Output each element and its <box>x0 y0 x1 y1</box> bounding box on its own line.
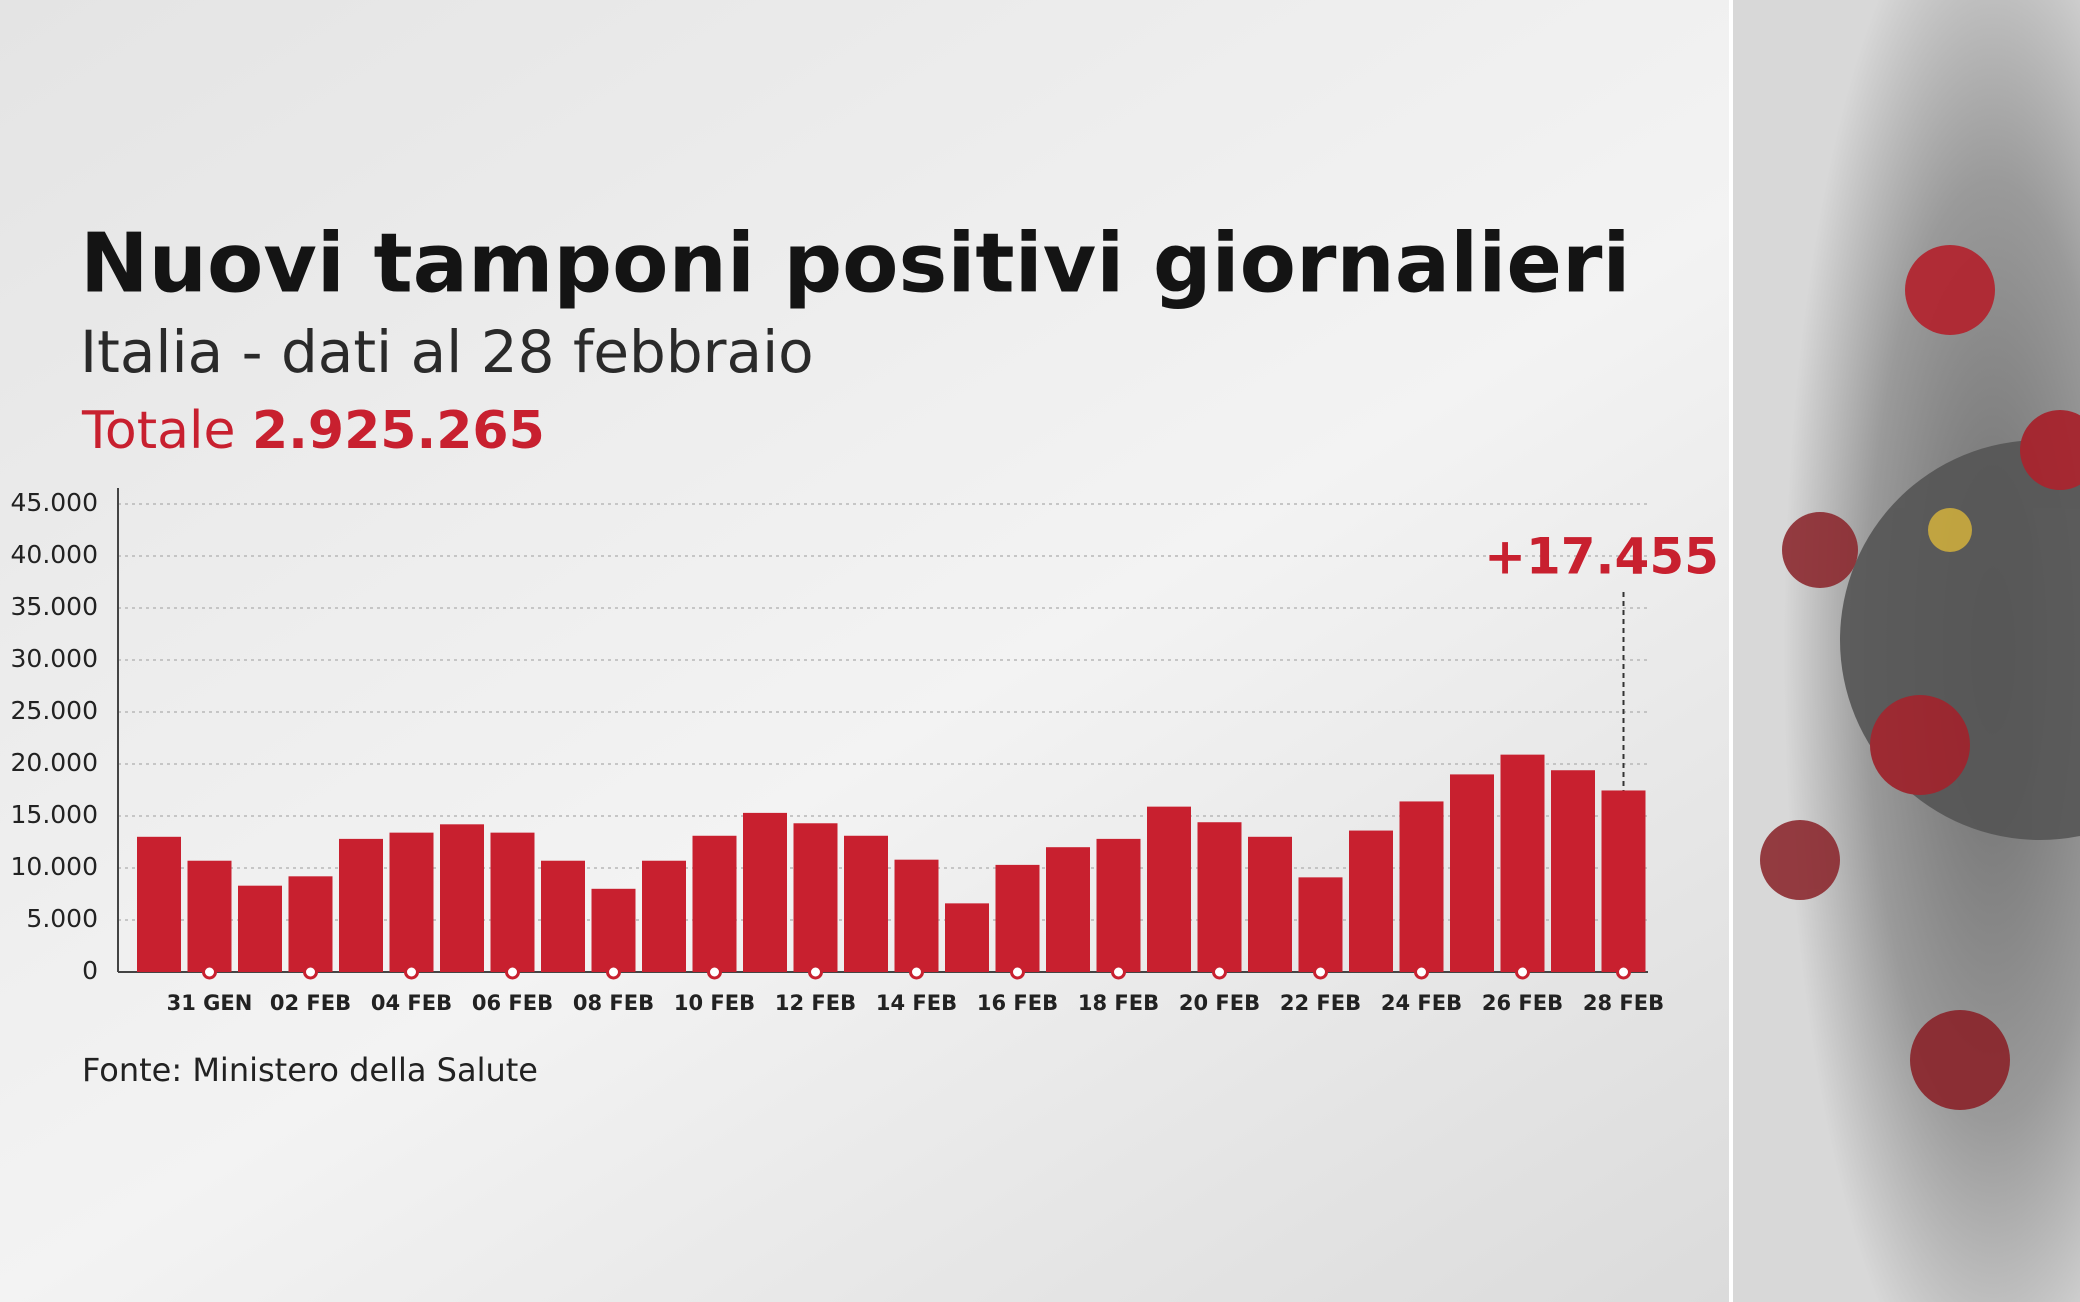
total-value: 2.925.265 <box>252 401 545 461</box>
x-tick-label: 20 FEB <box>1179 991 1260 1015</box>
virus-spike <box>1870 695 1970 795</box>
bar <box>339 838 383 972</box>
chart-title: Nuovi tamponi positivi giornalieri <box>80 216 1631 311</box>
bar <box>490 832 535 972</box>
x-tick-dot <box>1414 964 1429 980</box>
virus-decoration <box>1760 245 2080 1110</box>
x-tick-label: 04 FEB <box>371 991 452 1015</box>
x-tick-label: 31 GEN <box>167 991 253 1015</box>
bar <box>1500 754 1545 972</box>
bar <box>1248 836 1292 972</box>
x-tick-label: 26 FEB <box>1482 991 1563 1015</box>
bar <box>1096 838 1141 972</box>
x-tick-label: 28 FEB <box>1583 991 1664 1015</box>
bar <box>137 836 181 972</box>
bar <box>1147 806 1191 972</box>
y-tick-label: 15.000 <box>11 800 98 829</box>
virus-spike <box>1910 1010 2010 1110</box>
x-tick-label: 24 FEB <box>1381 991 1462 1015</box>
x-tick-label: 06 FEB <box>472 991 553 1015</box>
x-tick-dot <box>1010 964 1025 980</box>
x-tick-dot <box>909 964 924 980</box>
virus-spike <box>1928 508 1972 552</box>
y-tick-label: 40.000 <box>11 540 98 569</box>
bar <box>1450 774 1494 972</box>
bar <box>1046 847 1090 972</box>
bar <box>844 835 888 972</box>
value-label: +17.455 <box>1484 528 1719 586</box>
bar <box>1601 790 1646 972</box>
x-tick-dot <box>202 964 217 980</box>
bar <box>793 823 838 972</box>
bar <box>541 860 585 972</box>
x-tick-dot <box>505 964 520 980</box>
x-tick-dot <box>1515 964 1530 980</box>
bar <box>238 885 282 972</box>
x-tick-dot <box>1111 964 1126 980</box>
x-tick-label: 18 FEB <box>1078 991 1159 1015</box>
total-label: Totale <box>81 401 235 461</box>
chart-subtitle: Italia - dati al 28 febbraio <box>80 318 814 386</box>
x-tick-label: 08 FEB <box>573 991 654 1015</box>
x-tick-label: 12 FEB <box>775 991 856 1015</box>
y-tick-label: 45.000 <box>11 488 98 517</box>
bar <box>743 812 787 972</box>
x-tick-label: 22 FEB <box>1280 991 1361 1015</box>
x-tick-dot <box>1616 964 1631 980</box>
x-tick-dot <box>808 964 823 980</box>
x-tick-dot <box>404 964 419 980</box>
y-tick-label: 0 <box>82 956 98 985</box>
x-tick-label: 14 FEB <box>876 991 957 1015</box>
x-tick-label: 02 FEB <box>270 991 351 1015</box>
bar <box>288 876 333 972</box>
bar <box>1349 830 1393 972</box>
bar <box>1399 801 1444 972</box>
x-tick-dot <box>606 964 621 980</box>
x-tick-label: 16 FEB <box>977 991 1058 1015</box>
bar <box>591 888 636 972</box>
y-tick-label: 10.000 <box>11 852 98 881</box>
bar <box>187 860 232 972</box>
virus-spike <box>2020 410 2080 490</box>
y-tick-label: 5.000 <box>26 904 98 933</box>
y-tick-label: 25.000 <box>11 696 98 725</box>
y-tick-label: 35.000 <box>11 592 98 621</box>
bar <box>692 835 737 972</box>
bar <box>642 860 686 972</box>
bar <box>1551 770 1595 972</box>
x-tick-dot <box>707 964 722 980</box>
bar <box>995 864 1040 972</box>
bar <box>1197 822 1242 972</box>
bar <box>440 824 484 972</box>
x-tick-dot <box>303 964 318 980</box>
x-tick-dot <box>1313 964 1328 980</box>
bar <box>389 832 434 972</box>
source: Fonte: Ministero della Salute <box>82 1051 538 1089</box>
virus-spike <box>1760 820 1840 900</box>
virus-spike <box>1782 512 1858 588</box>
bar <box>894 859 939 972</box>
x-tick-dot <box>1212 964 1227 980</box>
y-tick-label: 30.000 <box>11 644 98 673</box>
bar <box>1298 877 1343 972</box>
y-tick-label: 20.000 <box>11 748 98 777</box>
bar <box>945 903 989 972</box>
virus-spike <box>1905 245 1995 335</box>
x-tick-label: 10 FEB <box>674 991 755 1015</box>
